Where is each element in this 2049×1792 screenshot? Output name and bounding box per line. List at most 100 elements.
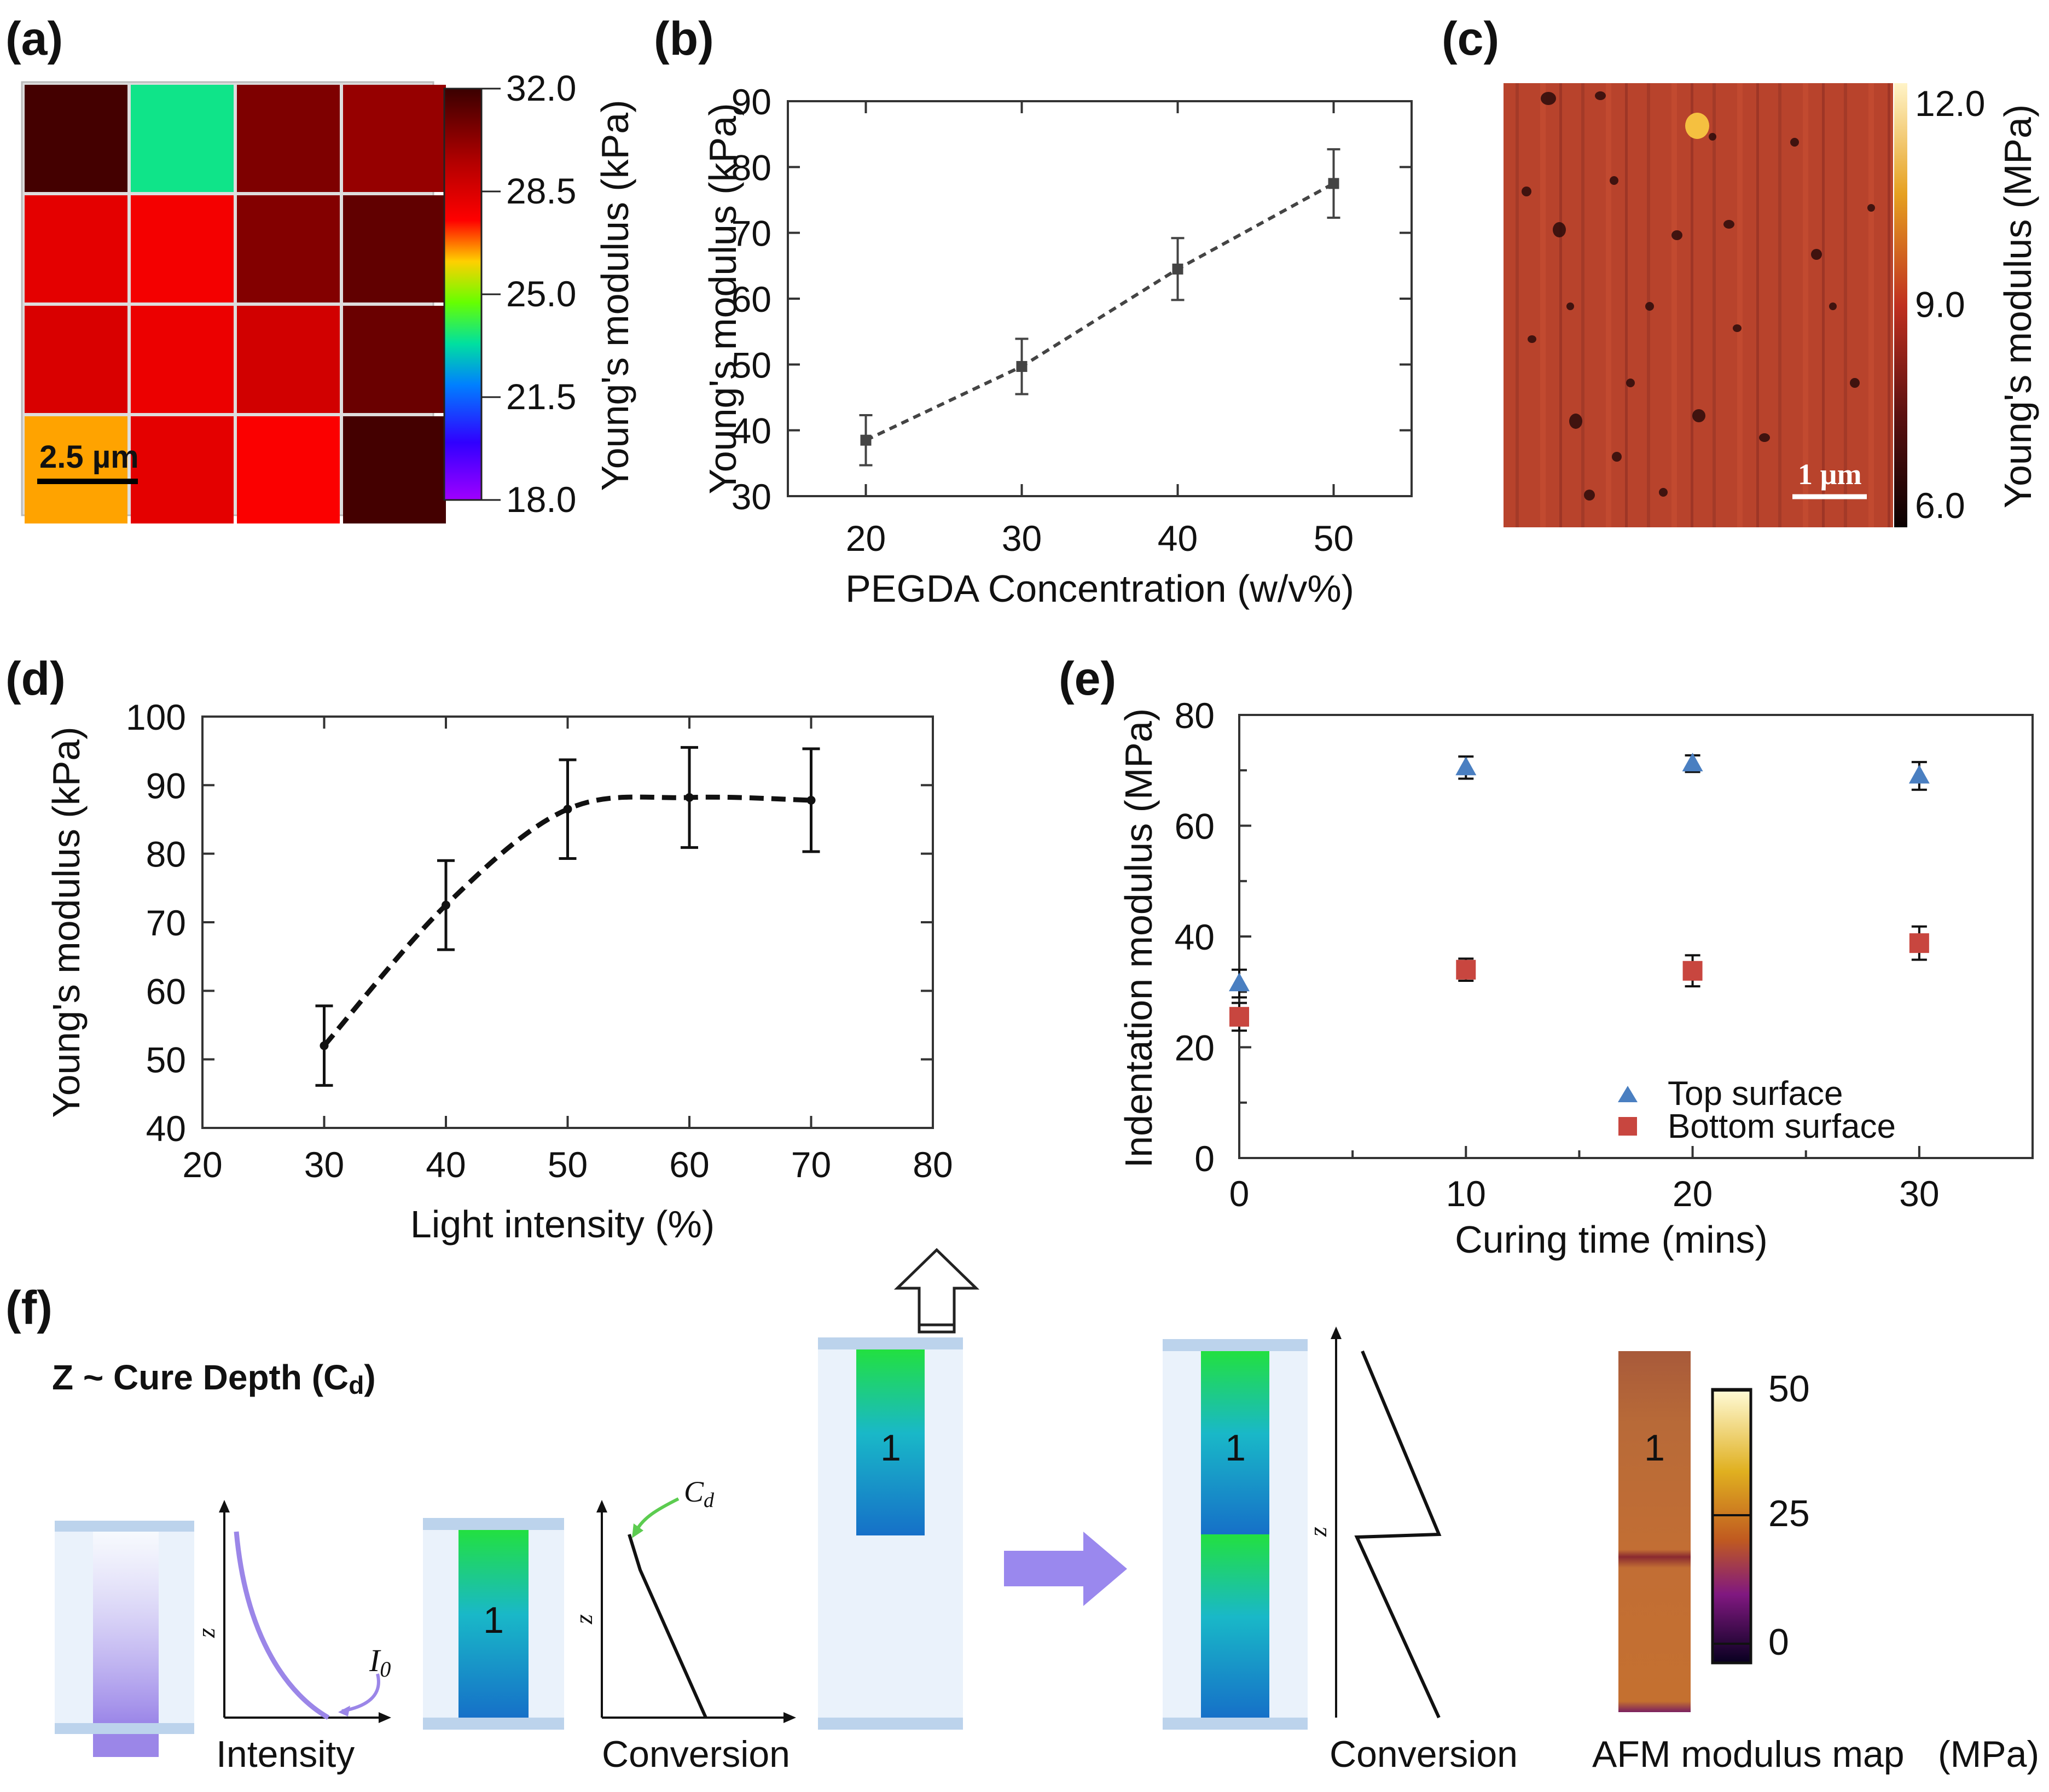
x-tick-label: 30 — [1002, 518, 1042, 558]
data-point-b — [1016, 360, 1028, 372]
y-tick-label: 40 — [146, 1108, 186, 1149]
y-axis-label-d: Young's modulus (kPa) — [45, 726, 88, 1118]
cd-label: Cd — [684, 1475, 715, 1512]
top-plate-2 — [423, 1518, 564, 1530]
heatmap-cell — [343, 195, 446, 302]
data-point-top — [1682, 753, 1703, 772]
x-tick-label: 50 — [1314, 518, 1354, 558]
pore — [1569, 414, 1582, 429]
heatmap-cell — [25, 306, 127, 413]
heatmap-cell — [25, 195, 127, 302]
data-point-top — [1908, 765, 1930, 784]
cured-layer-1 — [458, 1530, 529, 1718]
pore — [1626, 379, 1635, 387]
pore — [1612, 452, 1622, 462]
top-plate-3 — [818, 1337, 963, 1349]
y-tick-label: 80 — [732, 147, 771, 188]
colorbar-a-label: Young's modulus (kPa) — [594, 100, 636, 491]
panel-b: (b) 20 30 40 50 30 40 50 60 70 80 90 PEGDA Concent… — [654, 13, 1413, 610]
colorbar-tick-label: 25.0 — [506, 274, 576, 314]
conversion-graph-1: Cd z Conversion — [570, 1475, 796, 1775]
lift-arrow-icon — [893, 1248, 980, 1334]
conversion-graph-2: z Conversion — [1304, 1326, 1518, 1775]
pore — [1790, 138, 1799, 147]
y-tick-label: 20 — [1175, 1028, 1215, 1068]
colorbar-tick-label: 6.0 — [1915, 485, 1965, 526]
y-tick-label: 0 — [1194, 1138, 1215, 1179]
bottom-plate-3 — [818, 1718, 963, 1730]
panel-label-c: (c) — [1442, 13, 1499, 65]
y-tick-label: 70 — [732, 213, 771, 254]
pore — [1759, 433, 1770, 442]
pore — [1811, 249, 1822, 260]
pore — [1709, 133, 1716, 141]
colorbar-c-label: Young's modulus (MPa) — [1996, 104, 2039, 508]
i0-label: I0 — [369, 1643, 391, 1682]
heatmap-cell — [343, 85, 446, 192]
colorbar-tick-label: 12.0 — [1915, 83, 1985, 124]
y-tick-label: 40 — [732, 411, 771, 451]
series-e — [1229, 753, 1930, 1032]
uv-beam — [93, 1532, 159, 1723]
afm-pores — [1522, 91, 1875, 501]
afm-map-label: AFM modulus map — [1592, 1733, 1905, 1775]
cd-pointer — [634, 1497, 680, 1533]
y-tick-label: 60 — [146, 971, 186, 1011]
colorbar-tick-label: 18.0 — [506, 479, 576, 520]
data-point-top — [1229, 973, 1250, 992]
trend-curve-d — [322, 794, 811, 1048]
cured-layer-lifted — [856, 1349, 925, 1535]
heatmap-cell — [237, 416, 340, 523]
panel-label-f: (f) — [5, 1282, 53, 1334]
z-label-2: z — [570, 1614, 597, 1625]
pore — [1723, 220, 1734, 229]
pore — [1645, 302, 1654, 311]
y-tick-label: 80 — [146, 834, 186, 875]
panel-label-d: (d) — [5, 653, 66, 705]
legend-e: Top surface Bottom surface — [1618, 1075, 1896, 1145]
axes-d: 20 30 40 50 60 70 80 40 50 60 70 80 90 100 — [126, 697, 953, 1185]
cured-layer-1b — [1201, 1351, 1269, 1534]
pore — [1522, 187, 1531, 196]
x-tick-label: 50 — [548, 1144, 588, 1185]
colorbar-c — [1894, 83, 1907, 527]
pore — [1553, 222, 1566, 237]
y-tick-label: 70 — [146, 903, 186, 943]
y-tick-label: 50 — [732, 345, 771, 385]
pore — [1850, 378, 1860, 388]
data-point-d — [320, 1041, 329, 1050]
data-point-bottom — [1682, 961, 1703, 981]
i0-pointer — [341, 1673, 380, 1713]
y-tick-label: 40 — [1175, 917, 1215, 957]
data-point-top — [1455, 757, 1477, 776]
x-tick-label: 80 — [913, 1144, 953, 1185]
panel-label-b: (b) — [654, 13, 714, 65]
cd-arrowhead — [632, 1523, 643, 1538]
heatmap-cells — [25, 85, 446, 523]
pore — [1541, 92, 1556, 105]
conversion-curve-1 — [628, 1534, 707, 1719]
pore — [1584, 490, 1595, 501]
pore — [1610, 176, 1618, 185]
uv-source — [93, 1734, 159, 1757]
y-tick-label: 90 — [146, 765, 186, 806]
data-point-b — [1172, 263, 1183, 275]
top-plate-4 — [1163, 1339, 1308, 1351]
x-tick-label: 30 — [1899, 1173, 1939, 1214]
x-tick-label: 20 — [1673, 1173, 1713, 1214]
x-axis-label-b: PEGDA Concentration (w/v%) — [845, 567, 1354, 610]
axes-e: 0 10 20 30 0 20 40 60 80 — [1175, 695, 2034, 1214]
cured-layer-2 — [1201, 1534, 1269, 1718]
y-axis-label-b: Young's modulus (kPa) — [701, 103, 744, 494]
series-b — [859, 148, 1340, 467]
colorbar-a-ticks: 32.0 28.5 25.0 21.5 18.0 — [481, 68, 576, 520]
y-tick-label: 80 — [1175, 695, 1215, 736]
i0-arrowhead — [338, 1706, 350, 1717]
colorbar-tick-label: 32.0 — [506, 68, 576, 108]
data-point-bottom — [1229, 1006, 1249, 1027]
intensity-graph: I0 z Intensity — [192, 1500, 391, 1775]
afm-map-unit: (MPa) — [1938, 1733, 2039, 1775]
pore — [1566, 302, 1574, 310]
intensity-decay-curve — [234, 1531, 330, 1720]
